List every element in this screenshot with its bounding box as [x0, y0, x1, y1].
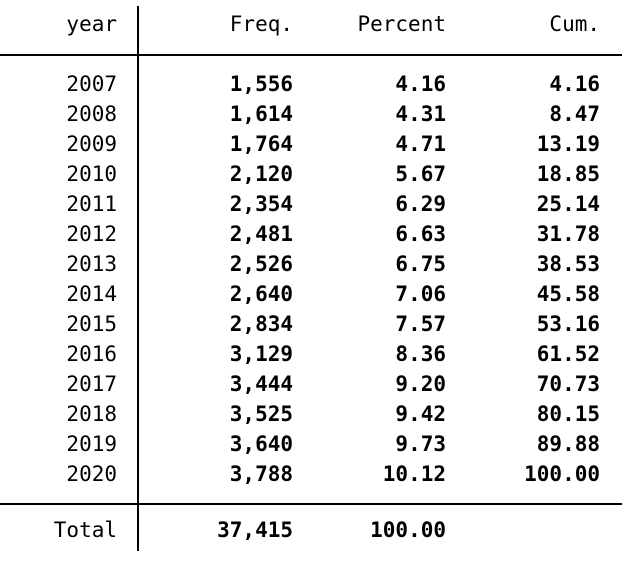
- percent-column-header: Percent: [357, 12, 446, 36]
- percent-cell: 4.71: [395, 132, 446, 156]
- percent-cell: 9.73: [395, 432, 446, 456]
- table-row: 2014 2,640 7.06 45.58: [0, 279, 622, 309]
- freq-cell: 2,640: [229, 282, 293, 306]
- total-label: Total: [53, 518, 117, 542]
- cum-column-header: Cum.: [549, 12, 600, 36]
- year-cell: 2015: [66, 312, 117, 336]
- cum-cell: 4.16: [549, 72, 600, 96]
- freq-cell: 1,614: [229, 102, 293, 126]
- table-body: 2007 1,556 4.16 4.16 2008 1,614 4.31 8.47 2009 1,…: [0, 69, 622, 489]
- cum-cell: 25.14: [536, 192, 600, 216]
- percent-cell: 6.75: [395, 252, 446, 276]
- year-column-header: year: [66, 12, 117, 36]
- year-cell: 2009: [66, 132, 117, 156]
- cum-cell: 13.19: [536, 132, 600, 156]
- cum-cell: 38.53: [536, 252, 600, 276]
- total-percent-cell: 100.00: [370, 518, 446, 542]
- table-row: 2015 2,834 7.57 53.16: [0, 309, 622, 339]
- year-cell: 2011: [66, 192, 117, 216]
- percent-cell: 7.06: [395, 282, 446, 306]
- year-cell: 2007: [66, 72, 117, 96]
- percent-cell: 6.63: [395, 222, 446, 246]
- table-row: 2013 2,526 6.75 38.53: [0, 249, 622, 279]
- percent-cell: 8.36: [395, 342, 446, 366]
- percent-cell: 9.20: [395, 372, 446, 396]
- freq-cell: 3,129: [229, 342, 293, 366]
- cum-cell: 53.16: [536, 312, 600, 336]
- table-row: 2010 2,120 5.67 18.85: [0, 159, 622, 189]
- percent-cell: 10.12: [382, 462, 446, 486]
- freq-cell: 3,640: [229, 432, 293, 456]
- freq-cell: 1,556: [229, 72, 293, 96]
- header-rule: [0, 54, 622, 56]
- freq-cell: 1,764: [229, 132, 293, 156]
- cum-cell: 61.52: [536, 342, 600, 366]
- freq-cell: 2,481: [229, 222, 293, 246]
- table-header-row: year Freq. Percent Cum.: [0, 9, 622, 39]
- year-cell: 2014: [66, 282, 117, 306]
- freq-cell: 3,788: [229, 462, 293, 486]
- table-row: 2020 3,788 10.12 100.00: [0, 459, 622, 489]
- percent-cell: 7.57: [395, 312, 446, 336]
- cum-cell: 8.47: [549, 102, 600, 126]
- year-cell: 2010: [66, 162, 117, 186]
- table-row: 2007 1,556 4.16 4.16: [0, 69, 622, 99]
- year-cell: 2012: [66, 222, 117, 246]
- year-cell: 2008: [66, 102, 117, 126]
- table-row: 2019 3,640 9.73 89.88: [0, 429, 622, 459]
- total-rule: [0, 503, 622, 505]
- table-row: 2009 1,764 4.71 13.19: [0, 129, 622, 159]
- total-freq-cell: 37,415: [217, 518, 293, 542]
- year-cell: 2020: [66, 462, 117, 486]
- percent-cell: 5.67: [395, 162, 446, 186]
- year-cell: 2013: [66, 252, 117, 276]
- year-cell: 2019: [66, 432, 117, 456]
- cum-cell: 45.58: [536, 282, 600, 306]
- table-row: 2011 2,354 6.29 25.14: [0, 189, 622, 219]
- percent-cell: 4.16: [395, 72, 446, 96]
- table-row: 2016 3,129 8.36 61.52: [0, 339, 622, 369]
- year-cell: 2016: [66, 342, 117, 366]
- freq-cell: 3,525: [229, 402, 293, 426]
- percent-cell: 9.42: [395, 402, 446, 426]
- freq-column-header: Freq.: [229, 12, 293, 36]
- freq-cell: 2,526: [229, 252, 293, 276]
- year-cell: 2018: [66, 402, 117, 426]
- year-cell: 2017: [66, 372, 117, 396]
- table-row: 2008 1,614 4.31 8.47: [0, 99, 622, 129]
- table-row: 2018 3,525 9.42 80.15: [0, 399, 622, 429]
- freq-cell: 2,834: [229, 312, 293, 336]
- freq-cell: 2,120: [229, 162, 293, 186]
- freq-cell: 2,354: [229, 192, 293, 216]
- cum-cell: 18.85: [536, 162, 600, 186]
- table-total-row: Total 37,415 100.00: [0, 515, 622, 545]
- percent-cell: 4.31: [395, 102, 446, 126]
- cum-cell: 100.00: [524, 462, 600, 486]
- cum-cell: 70.73: [536, 372, 600, 396]
- column-divider-rule: [137, 6, 139, 551]
- table-row: 2012 2,481 6.63 31.78: [0, 219, 622, 249]
- cum-cell: 80.15: [536, 402, 600, 426]
- percent-cell: 6.29: [395, 192, 446, 216]
- freq-cell: 3,444: [229, 372, 293, 396]
- table-row: 2017 3,444 9.20 70.73: [0, 369, 622, 399]
- cum-cell: 31.78: [536, 222, 600, 246]
- cum-cell: 89.88: [536, 432, 600, 456]
